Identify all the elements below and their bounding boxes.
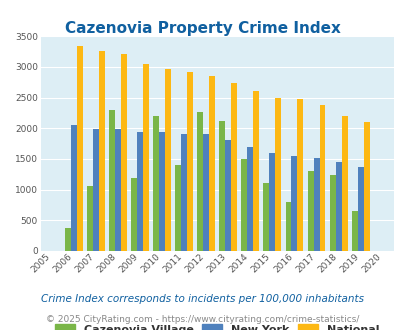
Bar bbox=[275, 98, 281, 251]
Bar bbox=[159, 132, 164, 251]
Bar bbox=[357, 167, 363, 251]
Bar bbox=[313, 158, 319, 251]
Bar bbox=[341, 116, 347, 251]
Bar bbox=[335, 162, 341, 251]
Bar bbox=[131, 178, 136, 251]
Bar bbox=[77, 46, 83, 251]
Bar bbox=[181, 134, 187, 251]
Bar bbox=[115, 128, 121, 251]
Bar bbox=[70, 125, 77, 251]
Bar bbox=[291, 155, 297, 251]
Bar bbox=[98, 51, 104, 251]
Bar bbox=[65, 227, 70, 251]
Text: Cazenovia Property Crime Index: Cazenovia Property Crime Index bbox=[65, 21, 340, 36]
Bar bbox=[175, 165, 181, 251]
Bar bbox=[351, 211, 357, 251]
Bar bbox=[202, 134, 209, 251]
Text: © 2025 CityRating.com - https://www.cityrating.com/crime-statistics/: © 2025 CityRating.com - https://www.city… bbox=[46, 315, 359, 324]
Text: Crime Index corresponds to incidents per 100,000 inhabitants: Crime Index corresponds to incidents per… bbox=[41, 294, 364, 304]
Legend: Cazenovia Village, New York, National: Cazenovia Village, New York, National bbox=[51, 321, 382, 330]
Bar bbox=[209, 76, 215, 251]
Bar bbox=[164, 69, 171, 251]
Bar bbox=[153, 116, 159, 251]
Bar bbox=[87, 186, 93, 251]
Bar bbox=[225, 140, 231, 251]
Bar bbox=[263, 183, 269, 251]
Bar bbox=[219, 121, 225, 251]
Bar bbox=[109, 110, 115, 251]
Bar bbox=[231, 83, 237, 251]
Bar bbox=[241, 159, 247, 251]
Bar bbox=[253, 91, 259, 251]
Bar bbox=[329, 175, 335, 251]
Bar bbox=[269, 153, 275, 251]
Bar bbox=[307, 171, 313, 251]
Bar bbox=[197, 112, 202, 251]
Bar bbox=[297, 99, 303, 251]
Bar bbox=[247, 147, 253, 251]
Bar bbox=[136, 132, 143, 251]
Bar bbox=[93, 129, 98, 251]
Bar bbox=[187, 72, 192, 251]
Bar bbox=[285, 202, 291, 251]
Bar bbox=[319, 105, 325, 251]
Bar bbox=[143, 64, 149, 251]
Bar bbox=[121, 54, 126, 251]
Bar bbox=[363, 122, 369, 251]
